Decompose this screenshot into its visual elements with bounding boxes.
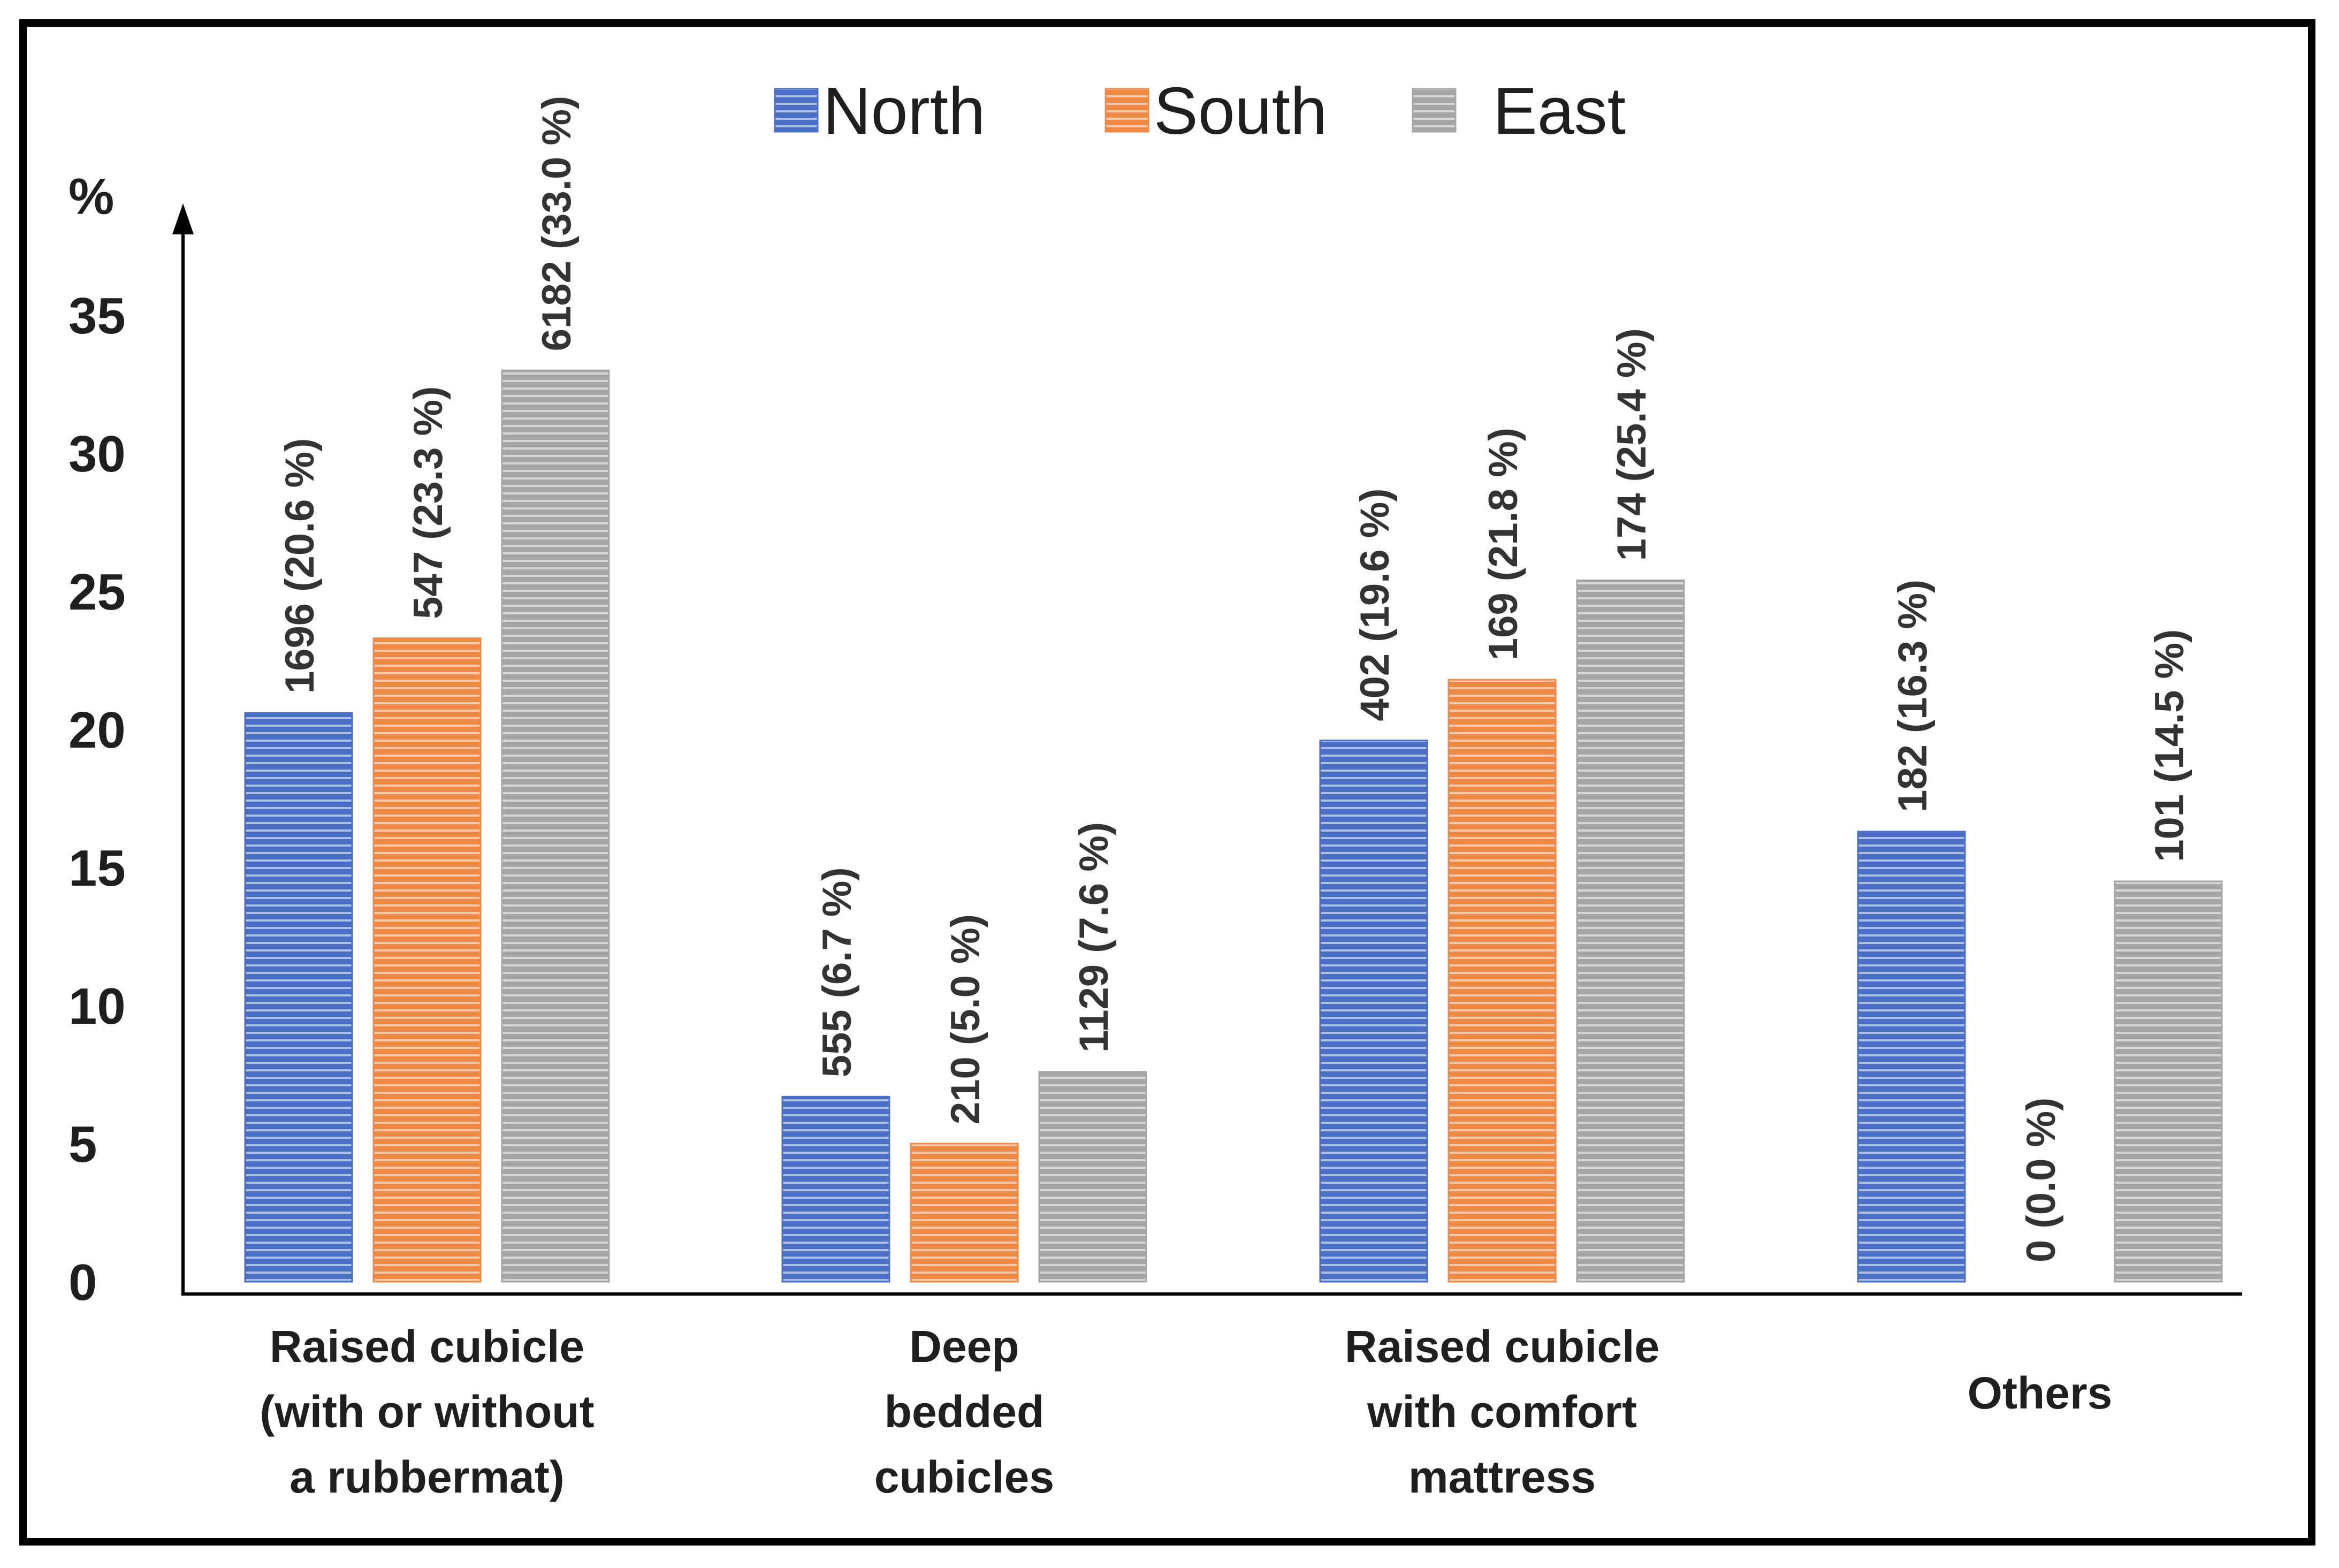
legend: North South East	[774, 74, 1626, 148]
value-label-east-deep-1: 1129 (7.6 %)	[1071, 822, 1117, 1053]
legend-swatch-north	[774, 88, 819, 133]
bar-east-raised-cubicle-0	[501, 369, 610, 1283]
legend-label-east: East	[1493, 74, 1626, 148]
y-axis-unit-label: %	[68, 168, 114, 225]
bar-south-raised-cubicle-2	[1447, 679, 1557, 1283]
category-label-raised-cubicle-0: Raised cubicle (with or without a rubberma…	[260, 1321, 594, 1502]
bars	[244, 369, 2223, 1283]
bar-north-deep-1	[781, 1095, 890, 1283]
legend-label-south: South	[1154, 74, 1327, 148]
value-label-east-others-3: 101 (14.5 %)	[2147, 629, 2192, 862]
bar-north-others-3	[1857, 831, 1966, 1283]
bar-east-raised-cubicle-2	[1576, 579, 1685, 1283]
y-tick-10: 10	[68, 978, 126, 1035]
value-label-south-raised-cubicle-0: 547 (23.3 %)	[406, 386, 451, 619]
bar-south-deep-1	[910, 1143, 1019, 1283]
value-label-south-deep-1: 210 (5.0 %)	[943, 914, 988, 1124]
y-tick-20: 20	[68, 702, 126, 759]
value-label-east-raised-cubicle-0: 6182 (33.0 %)	[534, 96, 580, 351]
bar-north-raised-cubicle-2	[1319, 740, 1428, 1283]
x-axis-category-labels: Raised cubicle (with or without a rubberma…	[260, 1321, 2112, 1502]
value-label-north-raised-cubicle-2: 402 (19.6 %)	[1352, 488, 1398, 721]
y-tick-35: 35	[68, 287, 126, 345]
value-label-north-raised-cubicle-0: 1696 (20.6 %)	[277, 438, 323, 694]
y-axis-arrowhead	[172, 203, 194, 234]
y-tick-15: 15	[68, 840, 126, 897]
bar-value-labels: 1696 (20.6 %) 547 (23.3 %) 6182 (33.0 %) 55…	[277, 96, 2192, 1262]
value-label-south-others-3: 0 (0.0 %)	[2018, 1098, 2064, 1262]
bar-east-others-3	[2114, 880, 2223, 1283]
category-label-raised-cubicle-2: Raised cubicle with comfort mattress	[1345, 1321, 1659, 1502]
value-label-north-deep-1: 555 (6.7 %)	[814, 867, 860, 1077]
y-tick-30: 30	[68, 425, 126, 483]
legend-swatch-east	[1412, 88, 1457, 133]
bar-east-deep-1	[1038, 1071, 1147, 1283]
y-tick-0: 0	[68, 1254, 97, 1311]
legend-label-north: North	[823, 74, 985, 148]
y-axis-ticks: 0 5 10 15 20 25 30 35	[68, 287, 126, 1311]
value-label-east-raised-cubicle-2: 174 (25.4 %)	[1609, 328, 1655, 561]
value-label-north-others-3: 182 (16.3 %)	[1890, 580, 1936, 812]
category-label-deep-1: Deep bedded cubicles	[874, 1321, 1054, 1502]
y-tick-25: 25	[68, 564, 126, 621]
y-tick-5: 5	[68, 1116, 97, 1173]
value-label-south-raised-cubicle-2: 169 (21.8 %)	[1481, 428, 1526, 660]
bar-north-raised-cubicle-0	[244, 712, 353, 1283]
category-label-others-3: Others	[1968, 1368, 2113, 1418]
bar-south-raised-cubicle-0	[372, 637, 482, 1283]
legend-swatch-south	[1104, 88, 1149, 133]
